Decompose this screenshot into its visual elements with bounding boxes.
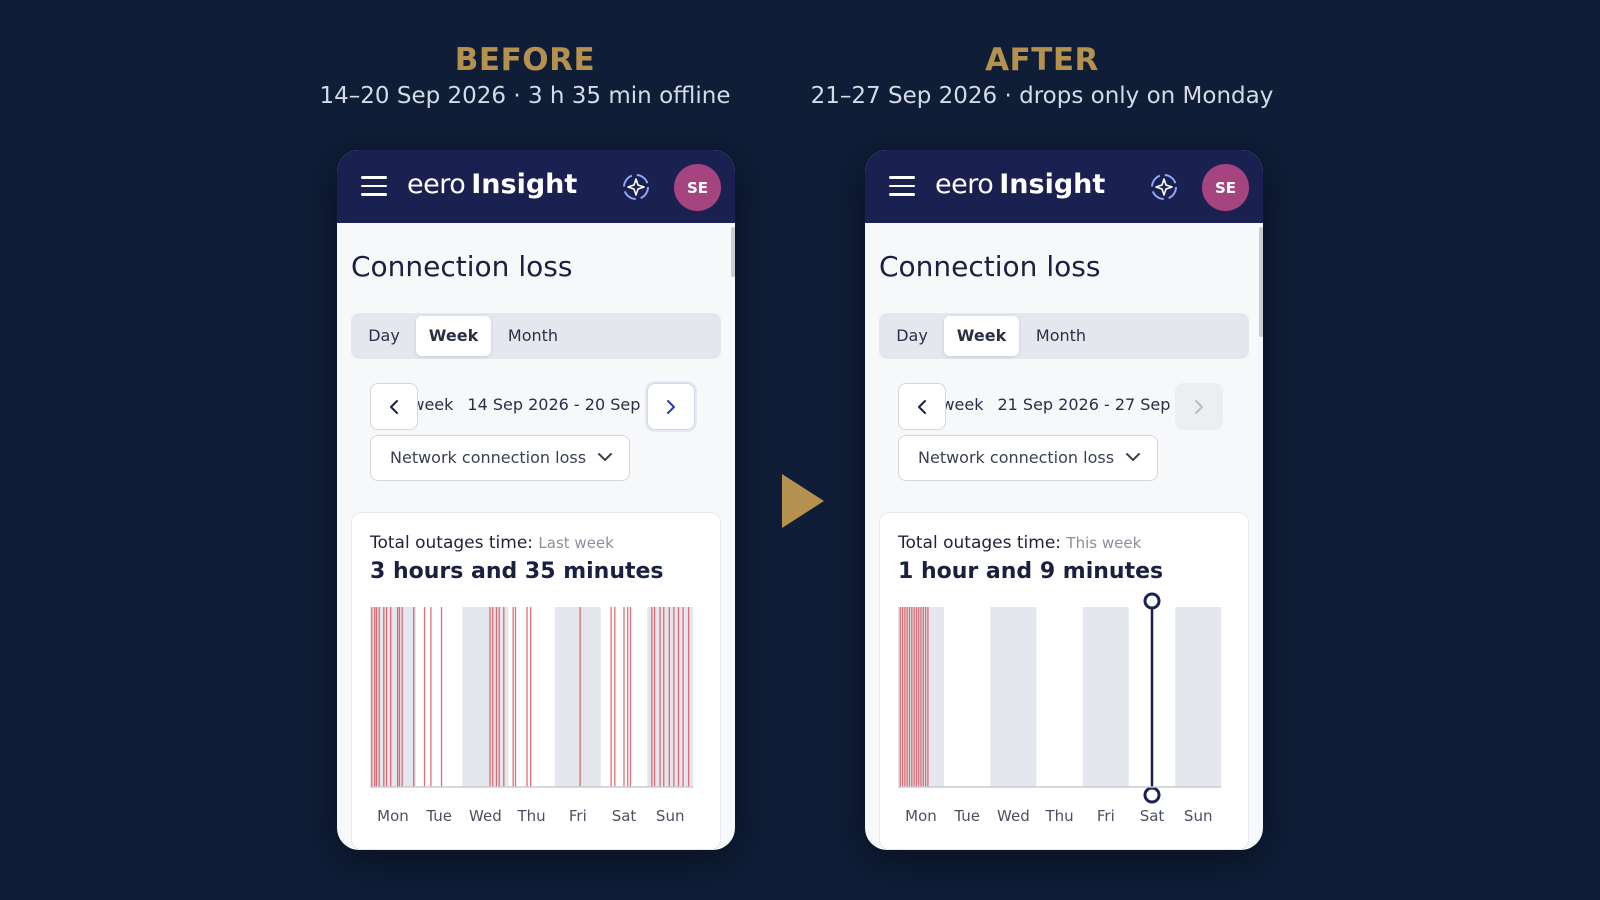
avatar[interactable]: SE [674,164,721,211]
summary-label: Total outages time: [898,533,1062,553]
x-tick-label: Mon [377,807,409,825]
logo-eero: eero [935,169,994,200]
x-tick-label: Wed [469,807,502,825]
logo-insight: Insight [999,169,1106,200]
chevron-left-icon [918,399,926,414]
after-subtitle: 21–27 Sep 2026 · drops only on Monday [810,83,1274,109]
logo-eero: eero [407,169,466,200]
summary-caption: Total outages time: This week [898,533,1141,553]
metric-dropdown[interactable]: Network connection loss [370,435,630,481]
app-header: eero Insight SE [337,150,735,223]
outage-card: Total outages time: Last week 3 hours an… [351,512,721,850]
scrollbar[interactable] [731,227,735,277]
app-logo: eero Insight [935,168,1105,202]
x-tick-label: Fri [1097,807,1115,825]
x-tick-label: Sat [612,807,637,825]
hamburger-menu-icon[interactable] [889,176,915,196]
day-band-wed [990,607,1037,787]
summary-value: 1 hour and 9 minutes [898,559,1164,584]
play-arrow-icon [782,474,824,528]
app-logo: eero Insight [407,168,577,202]
date-range-text: s week 21 Sep 2026 - 27 Sep 2026 [928,395,1216,414]
period-segmented-control: Day Week Month [879,313,1249,359]
tab-day[interactable]: Day [896,326,928,345]
avatar[interactable]: SE [1202,164,1249,211]
after-heading: AFTER 21–27 Sep 2026 · drops only on Mon… [782,40,1302,112]
chevron-down-icon [598,453,612,461]
before-heading: BEFORE 14–20 Sep 2026 · 3 h 35 min offli… [265,40,785,112]
day-band-mon [370,607,416,787]
outage-chart: Mon Tue Wed Thu Fri Sat Sun [898,592,1222,825]
after-phone: eero Insight SE Connection loss Day Week … [865,150,1263,850]
period-segmented-control: Day Week Month [351,313,721,359]
summary-label: Total outages time: [370,533,534,553]
summary-value: 3 hours and 35 minutes [370,559,664,584]
chevron-down-icon [1126,453,1140,461]
selection-handle-top [1143,592,1161,610]
before-tag: BEFORE [454,42,596,78]
day-band-fri [554,607,601,787]
before-phone: eero Insight SE Connection loss Day Week … [337,150,735,850]
x-tick-label: Sun [1184,807,1213,825]
next-week-button[interactable] [647,383,695,430]
x-tick-label: Sat [1140,807,1165,825]
ai-assistant-icon[interactable] [620,171,652,203]
app-header: eero Insight SE [865,150,1263,223]
tab-week[interactable]: Week [416,316,491,356]
x-tick-label: Thu [517,807,546,825]
chevron-left-icon [390,399,398,414]
hamburger-menu-icon[interactable] [361,176,387,196]
metric-dropdown[interactable]: Network connection loss [898,435,1158,481]
tab-month[interactable]: Month [507,326,559,345]
next-week-button[interactable] [1175,383,1223,430]
dropdown-label: Network connection loss [390,448,587,467]
chevron-right-icon [1195,399,1203,414]
tab-week[interactable]: Week [944,316,1019,356]
x-tick-label: Mon [905,807,937,825]
date-range-text: t week 14 Sep 2026 - 20 Sep 2026 [400,395,686,414]
outage-chart: Mon Tue Wed Thu Fri Sat Sun [370,607,694,825]
previous-week-button[interactable] [370,383,418,430]
dropdown-label: Network connection loss [918,448,1115,467]
day-band-sun [1175,607,1222,787]
day-band-fri [1082,607,1129,787]
scrollbar[interactable] [1259,227,1263,337]
page-title: Connection loss [351,250,573,283]
previous-week-button[interactable] [898,383,946,430]
range-dates: 14 Sep 2026 - 20 Sep 2026 [467,395,687,414]
range-dates: 21 Sep 2026 - 27 Sep 2026 [997,395,1217,414]
chevron-right-icon [667,399,675,414]
x-tick-label: Fri [569,807,587,825]
summary-period: Last week [538,534,614,552]
x-tick-label: Tue [953,807,980,825]
selection-handle-bottom [1143,786,1161,804]
outage-card: Total outages time: This week 1 hour and… [879,512,1249,850]
summary-period: This week [1066,534,1142,552]
ai-assistant-icon[interactable] [1148,171,1180,203]
logo-insight: Insight [471,169,578,200]
x-tick-label: Wed [997,807,1030,825]
tab-day[interactable]: Day [368,326,400,345]
x-tick-label: Sun [656,807,685,825]
page-title: Connection loss [879,250,1101,283]
tab-month[interactable]: Month [1035,326,1087,345]
before-subtitle: 14–20 Sep 2026 · 3 h 35 min offline [319,83,731,109]
x-tick-label: Thu [1045,807,1074,825]
after-tag: AFTER [985,42,1099,78]
x-tick-label: Tue [425,807,452,825]
day-band-wed [462,607,509,787]
summary-caption: Total outages time: Last week [370,533,614,553]
